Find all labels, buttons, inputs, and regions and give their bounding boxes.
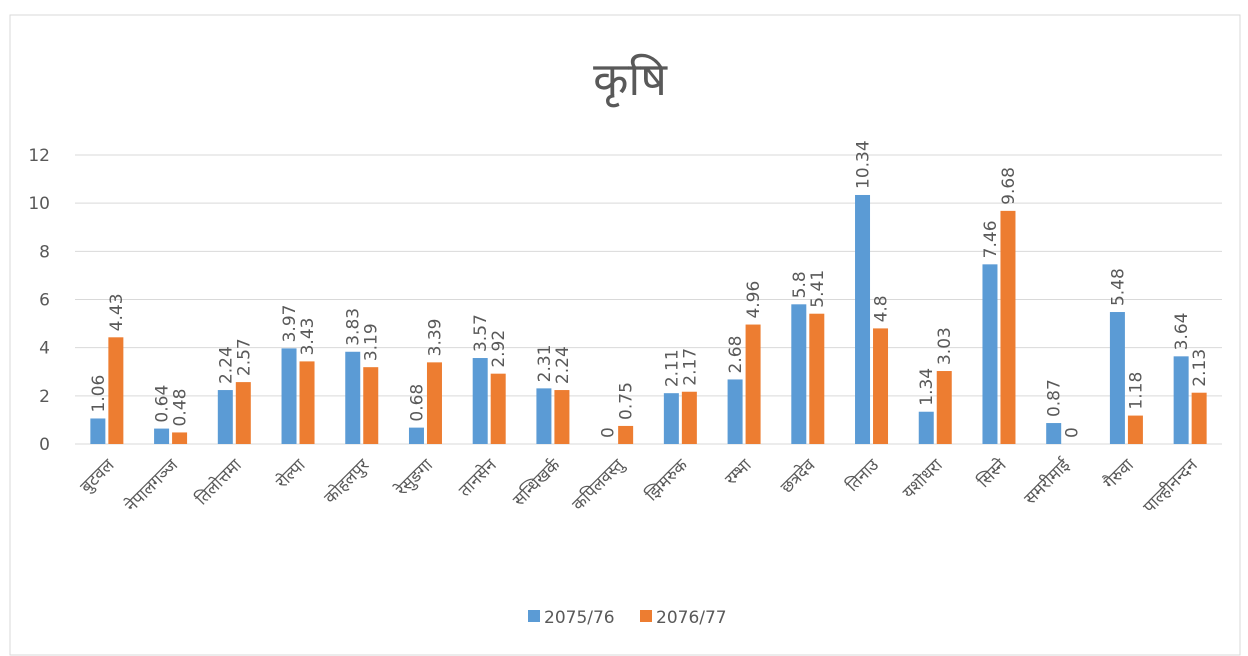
data-label: 5.8	[790, 271, 810, 298]
data-label: 2.68	[726, 336, 746, 374]
bar	[1173, 356, 1189, 444]
bar	[345, 351, 361, 444]
data-label: 2.24	[553, 346, 573, 384]
bar	[1000, 210, 1016, 444]
data-label: 0	[599, 427, 619, 438]
bar	[791, 304, 807, 444]
data-label: 3.83	[344, 308, 364, 346]
bar	[490, 373, 506, 444]
data-label: 1.06	[89, 375, 109, 413]
data-label: 3.64	[1172, 312, 1192, 350]
y-tick-label: 4	[39, 339, 50, 359]
bar	[363, 367, 379, 444]
data-label: 2.57	[234, 338, 254, 376]
data-label: 0.48	[171, 389, 191, 427]
bar	[745, 324, 761, 444]
data-label: 2.11	[662, 349, 682, 387]
bar	[90, 418, 106, 444]
bar	[426, 362, 442, 444]
legend-swatch	[528, 610, 540, 622]
y-tick-label: 0	[39, 435, 50, 455]
data-label: 2.31	[535, 345, 555, 383]
bar	[1109, 312, 1125, 444]
bar	[1191, 392, 1207, 444]
data-label: 2.17	[680, 348, 700, 386]
bar	[982, 264, 998, 444]
data-label: 3.39	[425, 318, 445, 356]
bar	[154, 428, 170, 444]
bar	[681, 391, 697, 444]
legend-swatch	[640, 610, 652, 622]
y-tick-label: 2	[39, 387, 50, 407]
y-tick-label: 8	[39, 242, 50, 262]
legend-label: 2076/77	[656, 608, 727, 628]
data-label: 3.97	[280, 305, 300, 343]
bar	[108, 337, 124, 444]
bar	[809, 313, 825, 444]
bar	[663, 393, 679, 444]
data-label: 5.48	[1108, 268, 1128, 306]
y-tick-label: 12	[28, 146, 50, 166]
legend-label: 2075/76	[544, 608, 615, 628]
data-label: 3.19	[362, 323, 382, 361]
data-label: 9.68	[999, 167, 1019, 205]
bar	[281, 348, 297, 444]
data-label: 3.03	[935, 327, 955, 365]
bar	[554, 390, 570, 444]
bar	[873, 328, 889, 444]
bar	[918, 411, 934, 444]
bar	[472, 358, 488, 444]
chart-title: कृषि	[593, 52, 668, 108]
bar	[235, 382, 251, 444]
chart-border	[9, 14, 1241, 656]
data-label: 5.41	[808, 270, 828, 308]
y-tick-label: 6	[39, 291, 50, 311]
data-label: 3.43	[298, 318, 318, 356]
data-label: 4.8	[872, 295, 892, 322]
bar	[408, 427, 424, 444]
data-label: 2.13	[1190, 349, 1210, 387]
bar	[536, 388, 552, 444]
bar	[1127, 415, 1143, 444]
bar	[1046, 423, 1062, 444]
data-label: 7.46	[981, 220, 1001, 258]
data-label: 1.18	[1126, 372, 1146, 410]
bar	[727, 379, 743, 444]
bar	[172, 432, 188, 444]
data-label: 0.87	[1045, 379, 1065, 417]
data-label: 4.96	[744, 281, 764, 319]
data-label: 4.43	[107, 293, 127, 331]
y-tick-label: 10	[28, 194, 50, 214]
data-label: 1.34	[917, 368, 937, 406]
data-label: 0	[1063, 427, 1083, 438]
data-label: 0.75	[617, 382, 637, 420]
bar	[217, 390, 233, 444]
data-label: 3.57	[471, 314, 491, 352]
data-label: 0.68	[407, 384, 427, 422]
data-label: 10.34	[854, 140, 874, 189]
data-label: 2.92	[489, 330, 509, 368]
data-label: 2.24	[216, 346, 236, 384]
data-label: 0.64	[153, 385, 173, 423]
bar	[618, 425, 634, 444]
bar	[936, 371, 952, 444]
bar	[855, 194, 871, 444]
bar	[299, 361, 315, 444]
